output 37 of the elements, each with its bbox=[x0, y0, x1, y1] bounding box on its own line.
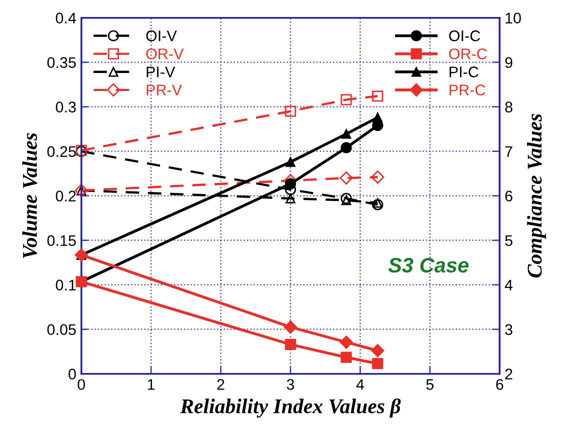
legend-label: OR-C bbox=[449, 48, 487, 60]
legend-label: PR-V bbox=[146, 84, 182, 96]
y-tick-label: 0.35 bbox=[47, 57, 76, 68]
x-tick-label: 1 bbox=[148, 379, 155, 390]
y2-tick-label: 4 bbox=[504, 280, 513, 290]
x-tick-label: 4 bbox=[356, 379, 364, 390]
x-tick-label: 6 bbox=[496, 379, 504, 390]
y2-axis-title: Compliance Values bbox=[527, 114, 546, 278]
x-axis-title: Reliability Index Values β bbox=[180, 398, 401, 418]
y-tick-label: 0.4 bbox=[56, 12, 76, 24]
y-tick-label: 0.25 bbox=[47, 146, 76, 157]
y-tick-label: 0.05 bbox=[47, 324, 76, 335]
y-axis-title: Volume Values bbox=[22, 133, 38, 258]
y2-tick-label: 5 bbox=[505, 235, 512, 246]
y-tick-label: 0.1 bbox=[56, 280, 76, 290]
legend-label: PI-C bbox=[450, 66, 478, 78]
annotation: S3 Case bbox=[388, 258, 469, 273]
y-tick-label: 0.2 bbox=[56, 190, 76, 202]
legend-label: OI-V bbox=[146, 30, 177, 42]
legend-label: PR-C bbox=[450, 84, 486, 96]
y2-tick-label: 2 bbox=[505, 368, 512, 380]
y2-tick-label: 8 bbox=[505, 102, 512, 112]
y-tick-label: 0.15 bbox=[47, 235, 76, 246]
legend-label: OR-V bbox=[146, 48, 184, 60]
y-tick-label: 0.3 bbox=[56, 102, 76, 112]
y2-tick-label: 10 bbox=[506, 12, 521, 24]
x-tick-label: 0 bbox=[78, 379, 85, 390]
legend-label: OI-C bbox=[449, 30, 480, 42]
legend-label: PI-V bbox=[146, 66, 176, 78]
y2-tick-label: 3 bbox=[505, 324, 512, 335]
x-tick-label: 2 bbox=[217, 379, 224, 390]
y2-tick-label: 9 bbox=[505, 57, 512, 68]
y2-tick-label: 7 bbox=[505, 146, 512, 157]
x-tick-label: 3 bbox=[286, 379, 294, 390]
y-tick-label: 0 bbox=[68, 368, 76, 380]
y2-tick-label: 6 bbox=[505, 190, 512, 202]
x-tick-label: 5 bbox=[426, 379, 434, 390]
